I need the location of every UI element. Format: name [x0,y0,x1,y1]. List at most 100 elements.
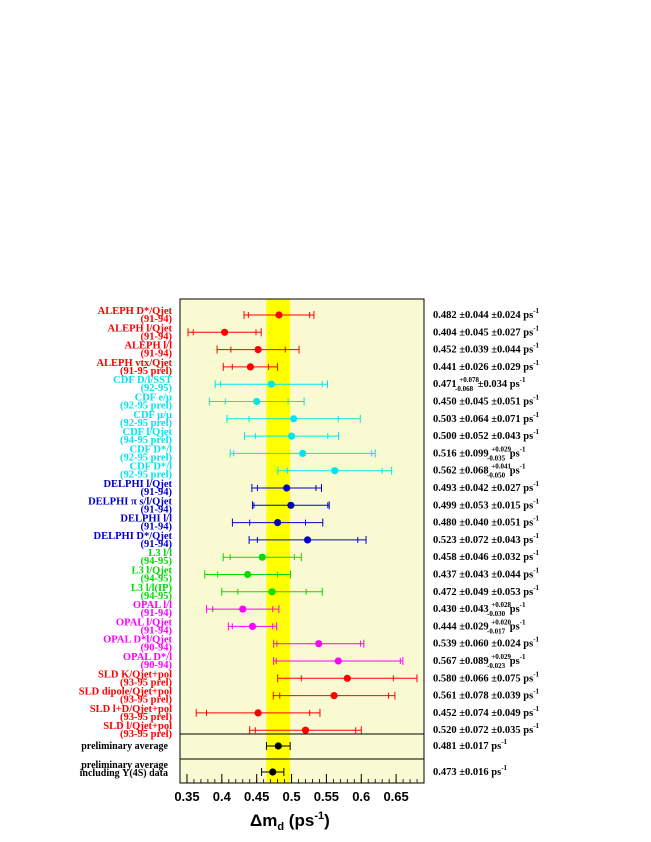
period-label: (93-95 prel) [120,729,173,740]
value-label: 0.580 ±0.066 ±0.075 ps-1 [433,670,540,684]
data-point [287,501,295,509]
data-point [239,605,247,613]
experiment-label: OPAL l/l [133,600,172,611]
period-label: (91-94) [141,349,173,360]
value-label: 0.499 ±0.053 ±0.015 ps-1 [433,497,540,511]
x-tick-label: 0.55 [314,789,339,804]
x-tick-label: 0.5 [283,789,301,804]
period-label: (93-95 prel) [120,677,173,688]
x-tick-label: 0.35 [174,789,199,804]
experiment-label: OPAL D*/l [123,652,172,663]
measurement-row: OPAL l/Qjet(91-94) 0.444 ±0.029 +0.020 -0.… [116,617,526,636]
experiment-label: CDF μ/μ [133,410,172,421]
value-label: 0.480 ±0.040 ±0.051 ps-1 [433,515,540,529]
average-point [269,768,277,776]
value-label: 0.430 ±0.043 +0.028 -0.030 ps-1 [433,601,526,618]
measurement-row: CDF l/Qjet(94-95 prel) 0.500 ±0.052 ±0.04… [120,427,540,446]
panel-frame [179,298,425,784]
data-point [299,449,307,457]
experiment-label: ALEPH l/Qjet [108,323,173,334]
data-point [331,467,339,475]
period-label: (91-94) [141,504,173,515]
experiment-label: DELPHI D*/Qjet [94,531,173,542]
data-point [254,709,262,717]
data-point [330,692,338,700]
measurement-row: DELPHI l/Qjet(91-94) 0.493 ±0.042 ±0.027 … [103,479,539,498]
average-point [274,742,282,750]
value-label: 0.493 ±0.042 ±0.027 ps-1 [433,480,540,494]
period-label: (94-95) [141,574,173,585]
value-label: 0.523 ±0.072 ±0.043 ps-1 [433,532,540,546]
experiment-label: CDF l/Qjet [123,427,173,438]
measurement-row: DELPHI π s/l/Qjet(91-94) 0.499 ±0.053 ±0.… [88,496,539,515]
experiment-label: L3 l/l(IP) [131,583,173,594]
period-label: (92-95 prel) [120,418,173,429]
experiment-label: CDF D*/l [130,462,173,473]
experiment-label: L3 l/Qjet [131,566,172,577]
value-label: 0.567 ±0.089 +0.029 -0.023 ps-1 [433,653,526,670]
measurement-row: L3 l/Qjet(94-95) 0.437 ±0.043 ±0.044 ps-1 [131,566,539,585]
value-label: 0.520 ±0.072 ±0.035 ps-1 [433,722,540,736]
data-point [283,484,291,492]
data-point [290,415,298,423]
period-label: (94-95 prel) [120,435,173,446]
measurement-row: L3 l/l(IP)(94-95) 0.472 ±0.049 ±0.053 ps-… [131,583,540,602]
value-label: 0.539 ±0.060 ±0.024 ps-1 [433,636,540,650]
average-value: 0.473 ±0.016 ps-1 [433,764,508,778]
experiment-label: CDF D*/l [130,444,173,455]
period-label: (93-95 prel) [120,712,173,723]
period-label: (90-94) [141,660,173,671]
panel-background [180,299,424,783]
measurement-row: SLD l+D/Qjet+pol(93-95 prel) 0.452 ±0.074… [90,704,540,723]
value-label: 0.441 ±0.026 ±0.029 ps-1 [433,359,540,373]
data-point [275,311,283,319]
data-point [221,328,229,336]
average-row: preliminary average 0.481 ±0.017 ps-1 [81,738,507,752]
data-point [268,588,276,596]
measurement-row: OPAL D*/l(90-94) 0.567 ±0.089 +0.029 -0.02… [123,652,526,671]
value-label: 0.482 ±0.044 ±0.024 ps-1 [433,307,540,321]
data-point [343,674,351,682]
experiment-label: SLD l/Qjet+pol [103,721,172,732]
value-label: 0.471 +0.078 -0.068 ±0.034 ps-1 [433,376,526,393]
period-label: (91-94) [141,331,173,342]
x-tick-label: 0.65 [383,789,408,804]
value-label: 0.472 ±0.049 ±0.053 ps-1 [433,584,540,598]
data-point [248,622,257,631]
measurement-row: SLD l/Qjet+pol(93-95 prel) 0.520 ±0.072 ±… [103,721,539,740]
experiment-label: L3 l/l [148,548,172,559]
period-label: (94-95) [141,556,173,567]
value-label: 0.562 ±0.068 +0.041 -0.050 ps-1 [433,463,526,480]
measurement-row: DELPHI l/l(91-94) 0.480 ±0.040 ±0.051 ps-… [120,514,539,533]
period-label: (91-94) [141,487,173,498]
experiment-label: ALEPH l/l [124,341,172,352]
average-value: 0.481 ±0.017 ps-1 [433,738,508,752]
experiment-label: SLD dipole/Qjet+pol [79,687,172,698]
period-label: (92-95 prel) [120,452,173,463]
data-point [253,397,261,406]
measurement-row: L3 l/l(94-95) 0.458 ±0.046 ±0.032 ps-1 [141,548,540,567]
experiment-label: DELPHI π s/l/Qjet [88,496,172,507]
period-label: (91-94) [141,314,173,325]
period-label: (91-95 prel) [120,366,173,377]
x-tick-label: 0.45 [244,789,269,804]
data-point [334,657,342,665]
experiment-label: CDF D/l/SST [113,375,172,386]
value-label: 0.503 ±0.064 ±0.071 ps-1 [433,411,540,425]
x-tick-label: 0.6 [352,789,370,804]
average-label: preliminary average [81,741,168,752]
experiment-label: DELPHI l/l [120,514,172,525]
period-label: (92-95 prel) [120,401,173,412]
measurement-row: CDF μ/μ(92-95 prel) 0.503 ±0.064 ±0.071 p… [120,410,540,429]
data-point [258,553,266,561]
measurement-row: ALEPH vtx/Qjet(91-95 prel) 0.441 ±0.026 ±… [96,358,539,377]
period-label: (94-95) [141,591,173,602]
measurement-row: DELPHI D*/Qjet(91-94) 0.523 ±0.072 ±0.043… [94,531,540,550]
average-band [266,299,291,783]
experiment-label: SLD l+D/Qjet+pol [90,704,172,715]
x-tick-label: 0.4 [213,789,232,804]
measurement-row: ALEPH l/l(91-94) 0.452 ±0.039 ±0.044 ps-1 [124,341,539,360]
data-point [246,363,255,371]
value-label: 0.404 ±0.045 ±0.027 ps-1 [433,324,540,338]
